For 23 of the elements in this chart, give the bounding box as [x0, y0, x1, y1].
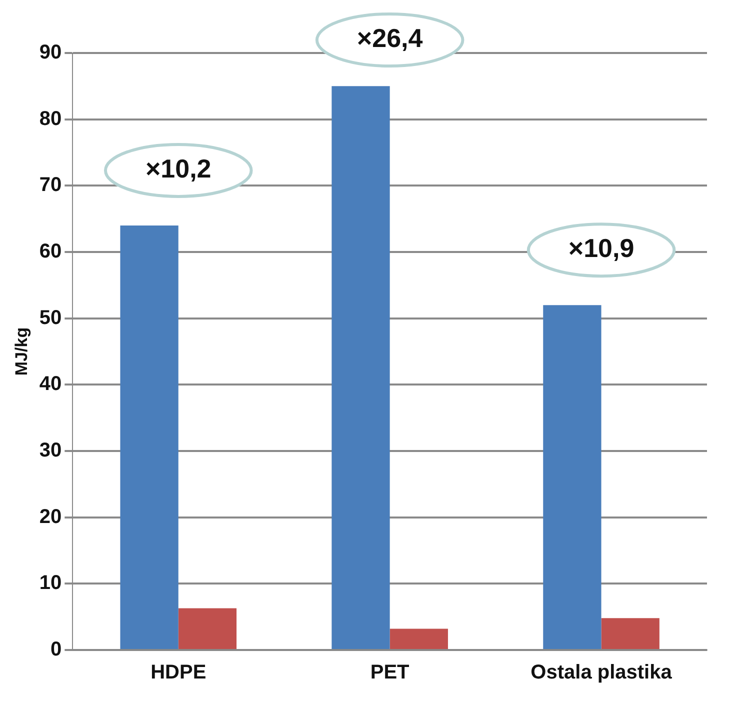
- y-tick-label: 80: [39, 108, 62, 130]
- annotation: ×10,2: [145, 154, 212, 184]
- annotation: ×26,4: [356, 23, 424, 54]
- bar: [178, 608, 237, 649]
- bar: [332, 86, 390, 649]
- y-axis-title: MJ/kg: [12, 327, 31, 376]
- y-tick-label: 40: [39, 373, 62, 396]
- bar: [543, 305, 602, 649]
- y-tick-label: 30: [39, 440, 62, 462]
- bar: [120, 225, 178, 649]
- bar: [390, 628, 448, 649]
- annotation: ×10,9: [568, 233, 634, 264]
- x-tick-label: Ostala plastika: [530, 662, 673, 684]
- y-tick-label: 10: [39, 572, 62, 594]
- x-tick-label: PET: [370, 662, 410, 684]
- x-tick-label: HDPE: [150, 662, 206, 684]
- y-tick-label: 0: [50, 638, 62, 661]
- y-tick-label: 20: [39, 506, 62, 528]
- y-tick-label: 90: [39, 42, 62, 64]
- y-tick-label: 70: [39, 174, 62, 196]
- y-tick-label: 50: [39, 306, 62, 329]
- y-tick-label: 60: [39, 240, 62, 263]
- bar: [601, 618, 660, 649]
